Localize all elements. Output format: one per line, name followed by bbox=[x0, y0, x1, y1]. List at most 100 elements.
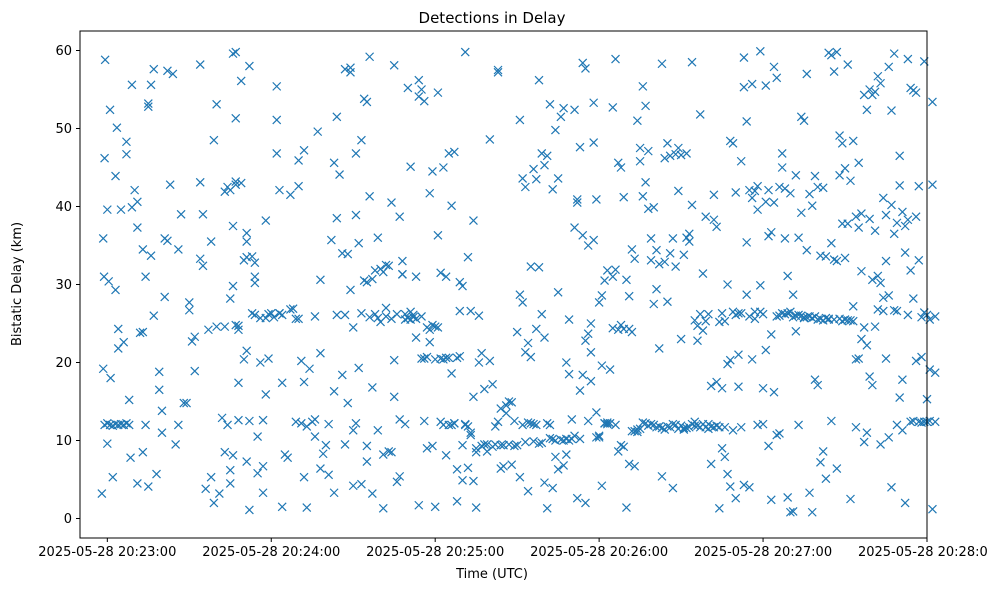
data-point bbox=[370, 309, 380, 319]
data-point bbox=[234, 378, 243, 388]
y-tick-label: 20 bbox=[55, 356, 72, 371]
data-point bbox=[665, 248, 675, 258]
data-point bbox=[826, 416, 836, 426]
data-point bbox=[611, 420, 620, 430]
data-point bbox=[318, 449, 328, 459]
data-point bbox=[873, 71, 883, 81]
data-point bbox=[294, 314, 304, 324]
data-point bbox=[143, 102, 153, 112]
data-point bbox=[384, 261, 394, 271]
data-point bbox=[395, 212, 405, 222]
data-point bbox=[130, 185, 140, 195]
data-point bbox=[143, 99, 153, 108]
data-point bbox=[676, 150, 686, 160]
data-point bbox=[876, 439, 885, 449]
data-point bbox=[851, 212, 861, 222]
data-point bbox=[810, 375, 820, 385]
data-point bbox=[488, 379, 497, 389]
data-point bbox=[242, 346, 252, 356]
data-point bbox=[302, 503, 312, 513]
data-point bbox=[275, 185, 284, 195]
data-point bbox=[720, 452, 730, 462]
data-point bbox=[717, 308, 727, 318]
data-point bbox=[657, 471, 667, 481]
data-point bbox=[723, 280, 732, 289]
x-tick-label: 2025-05-28 20:27:00 bbox=[694, 545, 832, 560]
data-point bbox=[201, 484, 211, 494]
data-point bbox=[455, 351, 465, 361]
data-point bbox=[337, 370, 347, 380]
data-point bbox=[356, 479, 366, 489]
data-point bbox=[242, 228, 252, 238]
data-point bbox=[616, 440, 626, 450]
data-point bbox=[816, 457, 825, 467]
data-point bbox=[917, 312, 926, 322]
data-point bbox=[474, 311, 484, 321]
data-point bbox=[545, 433, 555, 443]
data-point bbox=[665, 151, 675, 161]
data-point bbox=[783, 493, 793, 502]
data-point bbox=[654, 259, 664, 269]
data-point bbox=[403, 83, 413, 93]
data-point bbox=[433, 230, 443, 240]
data-point bbox=[324, 419, 334, 429]
data-point bbox=[725, 355, 735, 365]
data-point bbox=[247, 308, 257, 318]
data-point bbox=[567, 415, 577, 424]
data-point bbox=[223, 420, 232, 430]
data-point bbox=[332, 310, 342, 320]
data-point bbox=[638, 191, 648, 201]
data-point bbox=[796, 208, 806, 218]
data-point bbox=[250, 258, 260, 268]
data-point bbox=[802, 245, 812, 255]
data-point bbox=[529, 436, 538, 446]
data-point bbox=[354, 238, 364, 248]
data-point bbox=[534, 75, 544, 85]
data-point bbox=[329, 488, 339, 498]
data-point bbox=[652, 245, 661, 255]
data-point bbox=[750, 314, 760, 324]
data-point bbox=[878, 293, 888, 303]
data-point bbox=[277, 378, 287, 388]
data-point bbox=[747, 79, 757, 89]
data-point bbox=[641, 177, 651, 187]
data-point bbox=[591, 195, 601, 204]
data-point bbox=[324, 470, 334, 480]
data-point bbox=[512, 440, 522, 450]
data-point bbox=[97, 489, 107, 498]
data-point bbox=[356, 135, 366, 145]
data-point bbox=[624, 459, 634, 469]
data-point bbox=[239, 354, 249, 364]
data-point bbox=[589, 235, 599, 245]
data-point bbox=[294, 181, 304, 191]
data-point bbox=[619, 192, 629, 202]
data-point bbox=[753, 205, 763, 215]
data-point bbox=[613, 158, 623, 168]
data-point bbox=[663, 297, 672, 307]
data-point bbox=[758, 383, 768, 393]
data-point bbox=[906, 266, 916, 275]
data-point bbox=[190, 332, 200, 342]
data-point bbox=[826, 50, 836, 60]
data-point bbox=[734, 382, 743, 392]
data-point bbox=[581, 336, 590, 346]
x-tick-label: 2025-05-28 20:28:00 bbox=[858, 545, 987, 560]
data-point bbox=[111, 171, 120, 181]
data-point bbox=[785, 188, 795, 198]
data-point bbox=[132, 223, 142, 232]
data-point bbox=[846, 494, 855, 504]
data-point bbox=[687, 57, 697, 67]
data-point bbox=[900, 248, 910, 257]
data-point bbox=[335, 170, 344, 179]
data-point bbox=[452, 464, 462, 474]
data-point bbox=[682, 423, 691, 433]
data-point bbox=[408, 312, 418, 322]
data-point bbox=[739, 480, 749, 490]
data-point bbox=[479, 439, 489, 449]
data-point bbox=[471, 443, 481, 453]
data-point bbox=[203, 325, 213, 335]
data-point bbox=[794, 420, 804, 430]
data-point bbox=[769, 62, 779, 72]
data-point bbox=[332, 213, 342, 223]
